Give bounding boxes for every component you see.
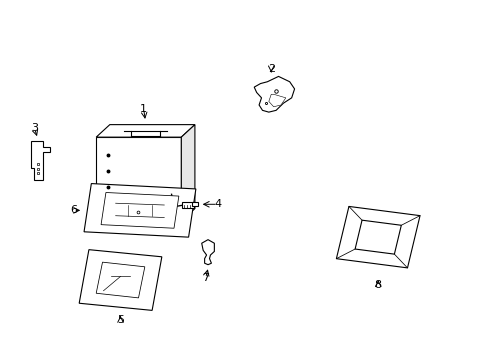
Polygon shape [254,76,294,112]
Polygon shape [336,206,419,268]
Bar [182,202,194,207]
Bar [192,202,198,206]
Text: 2: 2 [267,64,274,73]
Text: 1: 1 [140,104,147,113]
Polygon shape [30,141,50,180]
Polygon shape [101,193,179,228]
Polygon shape [181,125,195,221]
Polygon shape [354,220,401,254]
Polygon shape [84,184,196,237]
Polygon shape [96,262,144,298]
Polygon shape [96,125,195,137]
Polygon shape [201,240,214,265]
Text: 4: 4 [214,199,221,209]
Text: 6: 6 [70,205,77,215]
Text: 3: 3 [31,123,38,133]
Bar [96,137,181,221]
Text: 7: 7 [202,273,209,283]
Polygon shape [268,94,285,107]
Text: 8: 8 [374,280,381,291]
Text: 5: 5 [117,315,124,325]
Polygon shape [79,249,162,310]
